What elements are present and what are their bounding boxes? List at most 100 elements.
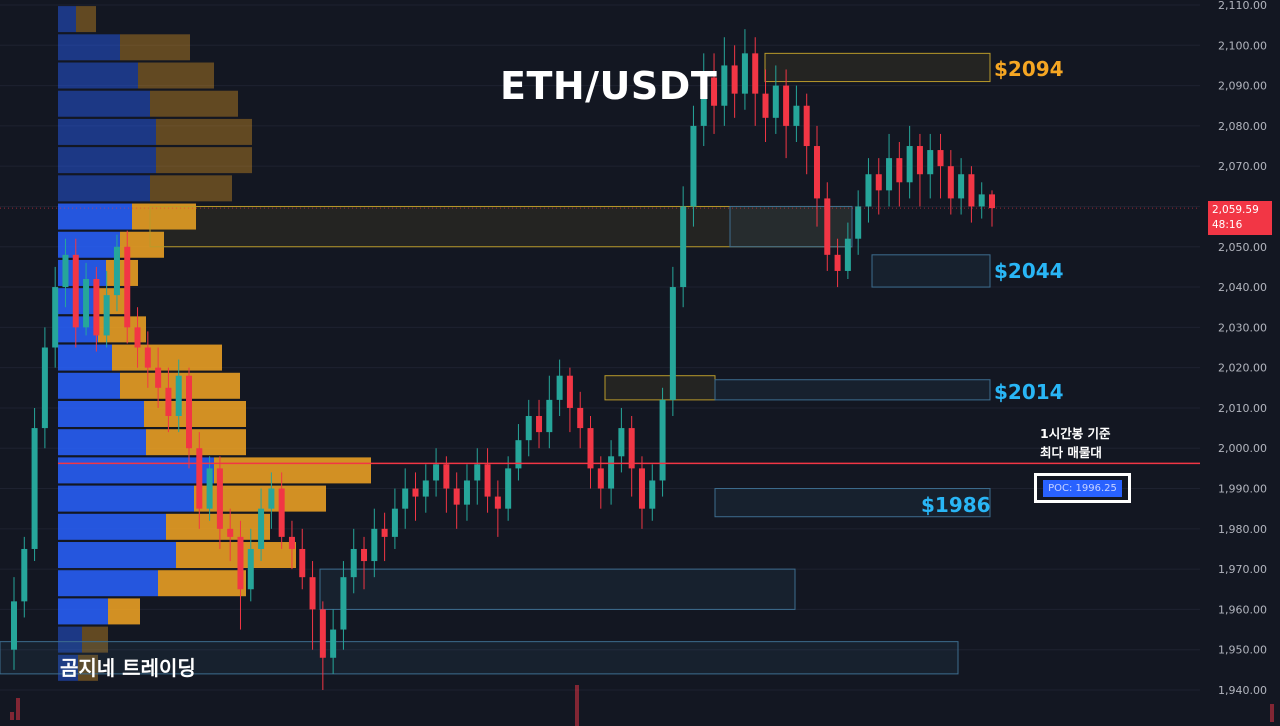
volume-profile-buy-bar — [58, 175, 150, 202]
candle-body — [834, 254, 841, 271]
zone-box-demand — [319, 568, 796, 610]
candle-body — [309, 577, 316, 610]
volume-profile-sell-bar — [150, 175, 232, 202]
volume-profile-buy-bar — [58, 344, 112, 371]
candle-body — [731, 65, 738, 94]
candle-body — [268, 488, 275, 509]
y-tick-label: 2,010.00 — [1218, 402, 1267, 415]
candle-body — [741, 53, 748, 94]
volume-profile-buy-bar — [58, 90, 150, 117]
candle-body — [258, 508, 265, 549]
zone-box-supply — [604, 375, 716, 401]
volume-bar — [16, 698, 20, 720]
candle-body — [381, 528, 388, 537]
volume-bar — [1270, 704, 1274, 722]
candle-body — [206, 468, 213, 509]
zone-box-demand — [871, 254, 991, 288]
volume-profile-sell-bar — [98, 288, 126, 315]
zone-box-demand — [714, 379, 991, 401]
y-tick-label: 1,960.00 — [1218, 603, 1267, 616]
volume-profile-sell-bar — [76, 6, 96, 33]
candle-body — [536, 416, 543, 433]
candle-body — [350, 548, 357, 578]
volume-profile-buy-bar — [58, 457, 214, 484]
candle-body — [886, 158, 893, 191]
candle-body — [11, 601, 17, 650]
candle-body — [865, 174, 872, 207]
volume-profile-sell-bar — [138, 62, 214, 89]
volume-profile-sell-bar — [82, 626, 108, 653]
candle-body — [196, 448, 203, 509]
current-price-tag: 2,059.59 48:16 — [1208, 201, 1272, 235]
candle-body — [31, 428, 38, 549]
volume-profile-buy-bar — [58, 231, 120, 258]
candle-body — [412, 488, 419, 497]
candle-body — [433, 464, 440, 481]
candle-body — [618, 428, 625, 457]
candle-body — [669, 287, 676, 400]
candle-body — [155, 367, 162, 388]
candle-body — [52, 287, 59, 348]
candle-body — [402, 488, 409, 509]
candle-body — [700, 77, 707, 126]
zone-box-supply — [149, 205, 853, 248]
volume-profile-sell-bar — [144, 400, 246, 427]
candle-body — [577, 407, 584, 429]
candle-body — [237, 536, 244, 590]
y-tick-label: 1,970.00 — [1218, 563, 1267, 576]
volume-profile-buy-bar — [58, 372, 120, 399]
y-tick-label: 2,080.00 — [1218, 120, 1267, 133]
candle-body — [453, 488, 460, 505]
candle-body — [175, 375, 182, 416]
candle-body — [463, 480, 470, 505]
candle-body — [41, 347, 48, 429]
volume-profile-buy-bar — [58, 429, 146, 456]
volume-profile-sell-bar — [214, 457, 371, 484]
current-price: 2,059.59 — [1212, 204, 1259, 216]
volume-profile-sell-bar — [146, 429, 246, 456]
volume-profile-buy-bar — [58, 203, 132, 230]
candle-body — [505, 468, 512, 509]
level-label-2014: $2014 — [994, 379, 1064, 404]
candle-body — [628, 428, 635, 469]
y-tick-label: 2,090.00 — [1218, 80, 1267, 93]
candle-body — [21, 548, 28, 602]
volume-profile-sell-bar — [150, 90, 238, 117]
candle-body — [937, 150, 944, 167]
volume-profile-sell-bar — [156, 147, 252, 174]
volume-profile-sell-bar — [176, 542, 296, 569]
candle-body — [608, 456, 615, 489]
poc-label-box: POC: 1996.25 — [1034, 473, 1131, 503]
candle-body — [803, 105, 810, 147]
candle-body — [134, 327, 141, 348]
candle-body — [484, 464, 491, 497]
volume-profile-sell-bar — [112, 344, 222, 371]
volume-profile-buy-bar — [58, 6, 76, 33]
level-label-1986: $1986 — [921, 492, 991, 517]
candle-body — [978, 194, 985, 207]
volume-profile-sell-bar — [158, 570, 246, 597]
candle-body — [896, 158, 903, 183]
candle-body — [93, 279, 100, 336]
y-tick-label: 1,950.00 — [1218, 644, 1267, 657]
candle-body — [659, 399, 666, 481]
candle-body — [288, 536, 295, 549]
volume-profile-buy-bar — [58, 400, 144, 427]
zone-box-supply — [764, 52, 991, 83]
candle-body — [216, 468, 223, 529]
volume-profile-buy-bar — [58, 570, 158, 597]
volume-profile-buy-bar — [58, 62, 138, 89]
chart-title: ETH/USDT — [500, 64, 718, 108]
candle-body — [638, 468, 645, 509]
candle-body — [340, 577, 347, 630]
candle-body — [824, 198, 831, 255]
volume-profile-buy-bar — [58, 598, 108, 625]
candle-body — [762, 93, 769, 118]
candle-body — [711, 77, 718, 106]
candle-body — [391, 508, 398, 537]
y-tick-label: 1,990.00 — [1218, 483, 1267, 496]
volume-profile-sell-bar — [194, 485, 326, 512]
candle-body — [525, 416, 532, 441]
